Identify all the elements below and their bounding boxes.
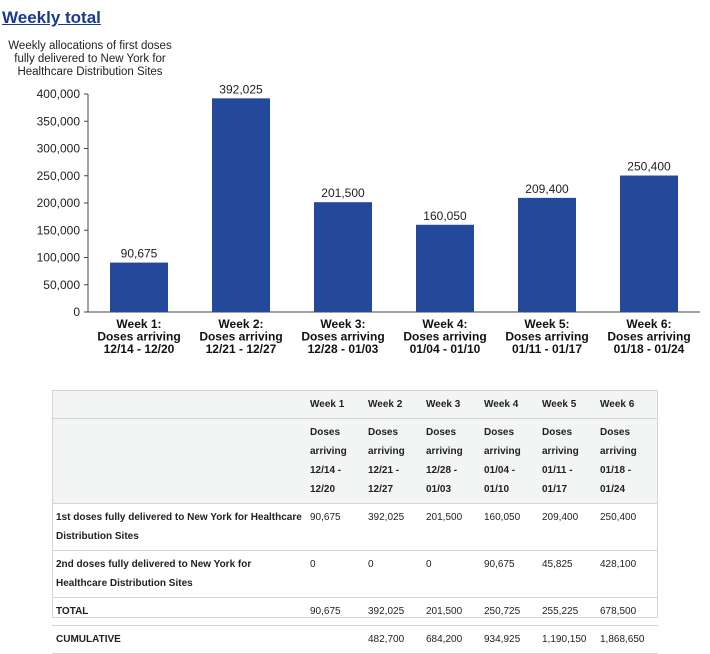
x-tick-label: 12/28 - 01/03 bbox=[308, 342, 379, 356]
x-tick-label: Week 4: bbox=[422, 317, 467, 331]
bar-value-label: 90,675 bbox=[121, 247, 158, 261]
row-label: CUMULATIVE bbox=[52, 625, 306, 654]
table-cell: 209,400 bbox=[538, 503, 596, 551]
y-tick-label: 50,000 bbox=[43, 278, 80, 292]
table-cell: 0 bbox=[422, 550, 480, 598]
table-cell: 392,025 bbox=[364, 597, 422, 626]
header-week-cell: Week 4 bbox=[480, 390, 538, 419]
table-cell: 250,400 bbox=[596, 503, 658, 551]
y-tick-label: 350,000 bbox=[37, 114, 81, 128]
y-tick-label: 200,000 bbox=[37, 196, 81, 210]
header-dates-cell: Doses arriving 01/11 -01/17 bbox=[538, 418, 596, 504]
table-cell: 1,868,650 bbox=[596, 625, 658, 654]
table-cell: 201,500 bbox=[422, 503, 480, 551]
x-tick-label: Doses arriving bbox=[97, 330, 180, 344]
table-cell: 255,225 bbox=[538, 597, 596, 626]
header-empty-cell bbox=[52, 418, 306, 504]
x-tick-label: Week 5: bbox=[524, 317, 569, 331]
y-tick-label: 300,000 bbox=[37, 142, 81, 156]
row-label: 1st doses fully delivered to New York fo… bbox=[52, 503, 306, 551]
bar-value-label: 392,025 bbox=[219, 82, 263, 96]
bar bbox=[110, 262, 168, 312]
x-tick-label: Week 3: bbox=[320, 317, 365, 331]
table-cell: 90,675 bbox=[480, 550, 538, 598]
header-week-cell: Week 2 bbox=[364, 390, 422, 419]
bar bbox=[416, 224, 474, 312]
header-week-cell: Week 5 bbox=[538, 390, 596, 419]
header-week-cell: Week 6 bbox=[596, 390, 658, 419]
table-cell: 482,700 bbox=[364, 625, 422, 654]
table-cell: 392,025 bbox=[364, 503, 422, 551]
chart-title: Weekly allocations of first doses fully … bbox=[8, 40, 172, 78]
table-cell: 90,675 bbox=[306, 597, 364, 626]
header-week-cell: Week 1 bbox=[306, 390, 364, 419]
table-cell: 1,190,150 bbox=[538, 625, 596, 654]
header-dates-cell: Doses arriving 12/14 -12/20 bbox=[306, 418, 364, 504]
table-cell: 201,500 bbox=[422, 597, 480, 626]
header-empty-cell bbox=[52, 390, 306, 419]
table-cell: 0 bbox=[306, 550, 364, 598]
x-tick-label: Doses arriving bbox=[505, 330, 588, 344]
x-tick-label: Week 1: bbox=[116, 317, 161, 331]
x-tick-label: 01/11 - 01/17 bbox=[512, 342, 582, 356]
table-cell: 934,925 bbox=[480, 625, 538, 654]
x-tick-label: 12/21 - 12/27 bbox=[206, 342, 277, 356]
header-week-cell: Week 3 bbox=[422, 390, 480, 419]
table-row: 2nd doses fully delivered to New York fo… bbox=[52, 550, 658, 598]
table-cell: 684,200 bbox=[422, 625, 480, 654]
bar-value-label: 209,400 bbox=[525, 182, 569, 196]
y-tick-label: 400,000 bbox=[37, 87, 81, 101]
bar bbox=[212, 98, 270, 312]
x-tick-label: Doses arriving bbox=[199, 330, 282, 344]
bar-value-label: 201,500 bbox=[321, 186, 365, 200]
x-tick-label: Doses arriving bbox=[607, 330, 690, 344]
row-label: TOTAL bbox=[52, 597, 306, 626]
table-cell: 0 bbox=[364, 550, 422, 598]
bar-value-label: 160,050 bbox=[423, 209, 467, 223]
y-tick-label: 250,000 bbox=[37, 169, 81, 183]
bar-chart: 0 50,000 100,000 150,000 200,000 250,000 300,0… bbox=[37, 82, 700, 356]
x-tick-label: 01/18 - 01/24 bbox=[614, 342, 685, 356]
bar-value-label: 250,400 bbox=[627, 160, 671, 174]
y-tick-label: 150,000 bbox=[37, 223, 81, 237]
table-cell: 45,825 bbox=[538, 550, 596, 598]
x-tick-label: 12/14 - 12/20 bbox=[104, 342, 175, 356]
table-row: TOTAL 90,675 392,025 201,500 250,725 255,225 6… bbox=[52, 597, 658, 626]
page-title[interactable]: Weekly total bbox=[2, 8, 101, 27]
x-tick-label: Week 6: bbox=[626, 317, 671, 331]
x-tick-label: Week 2: bbox=[218, 317, 263, 331]
x-tick-label: Doses arriving bbox=[301, 330, 384, 344]
table-header-row: Week 1 Week 2 Week 3 Week 4 Week 5 Week 6 bbox=[52, 390, 658, 419]
table-cell: 428,100 bbox=[596, 550, 658, 598]
x-tick-label: Doses arriving bbox=[403, 330, 486, 344]
table-cell: 678,500 bbox=[596, 597, 658, 626]
bar bbox=[518, 197, 576, 312]
table-row: 1st doses fully delivered to New York fo… bbox=[52, 503, 658, 551]
table-cell: 250,725 bbox=[480, 597, 538, 626]
y-tick-label: 0 bbox=[73, 305, 80, 319]
x-tick-label: 01/04 - 01/10 bbox=[410, 342, 481, 356]
table-cell: 90,675 bbox=[306, 503, 364, 551]
bar bbox=[314, 202, 372, 312]
table-cell bbox=[306, 625, 364, 654]
row-label: 2nd doses fully delivered to New York fo… bbox=[52, 550, 306, 598]
table-cell: 160,050 bbox=[480, 503, 538, 551]
header-dates-cell: Doses arriving 01/04 -01/10 bbox=[480, 418, 538, 504]
bar bbox=[620, 175, 678, 312]
header-dates-cell: Doses arriving 01/18 -01/24 bbox=[596, 418, 658, 504]
allocation-table: Week 1 Week 2 Week 3 Week 4 Week 5 Week 6 Dose… bbox=[52, 390, 658, 654]
table-row: CUMULATIVE 482,700 684,200 934,925 1,190,150… bbox=[52, 625, 658, 654]
y-tick-label: 100,000 bbox=[37, 251, 81, 265]
header-dates-cell: Doses arriving 12/28 -01/03 bbox=[422, 418, 480, 504]
header-dates-cell: Doses arriving 12/21 -12/27 bbox=[364, 418, 422, 504]
table-subheader-row: Doses arriving 12/14 -12/20 Doses arriving 12… bbox=[52, 418, 658, 504]
